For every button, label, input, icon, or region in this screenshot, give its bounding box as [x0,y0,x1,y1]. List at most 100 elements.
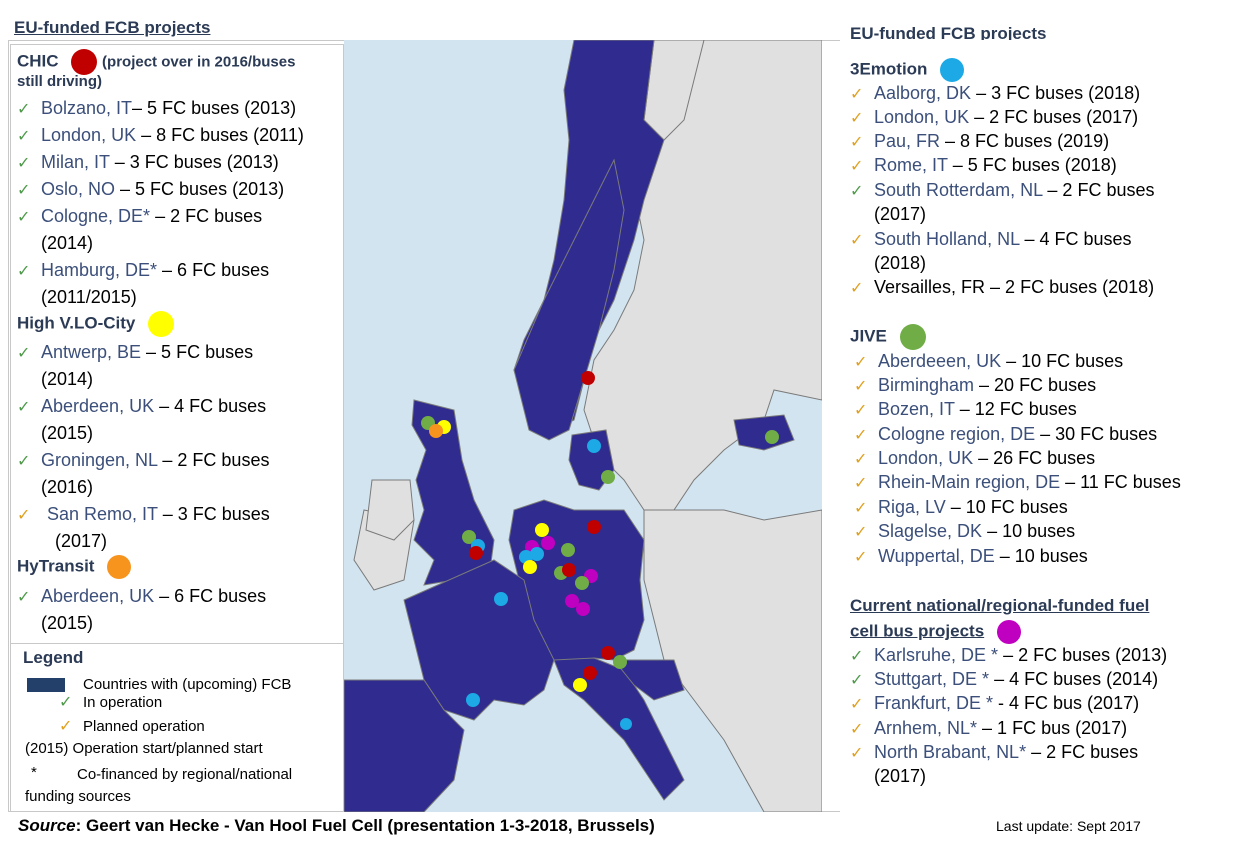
chic-note-line2: still driving) [17,73,103,90]
list-item: ✓ Frankfurt, DE * - 4 FC bus (2017) [850,692,1139,716]
emotion-name: 3Emotion [850,59,928,79]
list-item-continuation: (2014) [41,233,94,253]
map-dot [576,602,590,616]
list-item: ✓ Aberdeen, UK – 6 FC buses [17,585,266,609]
map-dot [613,655,627,669]
legend-cofinanced-line2: funding sources [25,788,131,805]
legend-star: * [31,764,37,781]
check-icon: ✓ [850,134,864,151]
map-dot [575,576,589,590]
list-item: ✓ San Remo, IT – 3 FC buses [17,503,270,527]
list-item: ✓ Bolzano, IT– 5 FC buses (2013) [17,97,296,121]
list-item: ✓ Arnhem, NL* – 1 FC bus (2017) [850,717,1127,741]
legend-in-operation: ✓ In operation [59,694,163,711]
list-item: ✓ Hamburg, DE* – 6 FC buses [17,259,269,283]
chic-project-heading: CHIC (project over in 2016/buses [17,49,295,75]
check-icon: ✓ [17,507,31,524]
list-item: ✓ Cologne region, DE – 30 FC buses [854,423,1157,447]
last-update: Last update: Sept 2017 [996,818,1141,834]
list-item: ✓ Oslo, NO – 5 FC buses (2013) [17,178,284,202]
map-dot [583,666,597,680]
right-project-panel: 3Emotion ✓ Aalborg, DK – 3 FC buses (2018… [840,40,1238,812]
list-item: ✓ London, UK – 8 FC buses (2011) [17,124,304,148]
list-item: ✓ Wuppertal, DE – 10 buses [854,545,1088,569]
map-dot [535,523,549,537]
check-icon: ✓ [17,101,31,118]
map-dot [765,430,779,444]
check-icon: ✓ [850,232,864,249]
list-item: ✓ Slagelse, DK – 10 buses [854,520,1075,544]
list-item: ✓ Birmingham – 20 FC buses [854,374,1096,398]
national-section-title-line2: cell bus projects [850,620,1021,644]
map-dot [469,546,483,560]
hytransit-project-heading: HyTransit [17,555,132,579]
check-icon: ✓ [850,86,864,103]
check-icon: ✓ [59,718,73,735]
list-item-continuation: (2017) [55,531,108,551]
legend-title: Legend [23,648,84,667]
list-item: ✓ South Rotterdam, NL – 2 FC buses [850,179,1154,203]
list-item: ✓ London, UK – 2 FC buses (2017) [850,106,1138,130]
list-item: ✓ Groningen, NL – 2 FC buses [17,449,269,473]
legend-planned: ✓ Planned operation [59,718,205,735]
list-item: ✓ Antwerp, BE – 5 FC buses [17,341,253,365]
check-icon: ✓ [17,589,31,606]
check-icon: ✓ [17,209,31,226]
list-item-continuation: (2017) [874,766,927,786]
map-svg [344,40,822,812]
list-item: ✓ Pau, FR – 8 FC buses (2019) [850,130,1109,154]
list-item-continuation: (2016) [41,477,94,497]
check-icon: ✓ [17,263,31,280]
list-item: ✓ Aalborg, DK – 3 FC buses (2018) [850,82,1140,106]
check-icon: ✓ [17,345,31,362]
check-icon: ✓ [854,354,868,371]
legend-start: (2015) Operation start/planned start [25,740,263,757]
left-title: EU-funded FCB projects [14,18,211,37]
check-icon: ✓ [854,549,868,566]
map-dot [541,536,555,550]
check-icon: ✓ [850,745,864,762]
list-item-continuation: (2015) [41,423,94,443]
map-dot [573,678,587,692]
map-dot [601,470,615,484]
check-icon: ✓ [850,183,864,200]
chic-name: CHIC [17,51,59,71]
list-item-continuation: (2017) [874,204,927,224]
list-item: ✓ South Holland, NL – 4 FC buses [850,228,1132,252]
map-dot [462,530,476,544]
national-section-title: Current national/regional-funded fuel [850,596,1150,615]
list-item-continuation: (2011/2015) [41,287,137,307]
map-dot [565,594,579,608]
hvlo-dot-icon [148,311,175,337]
legend-countries: Countries with (upcoming) FCB [83,676,292,693]
map-dot [561,543,575,557]
check-icon: ✓ [854,427,868,444]
check-icon: ✓ [850,696,864,713]
chic-note: (project over in 2016/buses [102,53,296,71]
europe-map [344,40,822,812]
hvlo-name: High V.LO-City [17,313,136,333]
map-dot [530,547,544,561]
left-project-panel: CHIC (project over in 2016/buses still d… [10,44,344,644]
hytransit-name: HyTransit [17,556,95,576]
emotion-dot-icon [940,58,965,82]
map-dot [587,439,601,453]
right-title: EU-funded FCB projects [850,24,1047,43]
list-item-continuation: (2018) [874,253,927,273]
hvlo-project-heading: High V.LO-City [17,311,175,337]
jive-dot-icon [899,324,926,350]
legend-cofinanced: Co-financed by regional/national [77,766,293,783]
chic-dot-icon [71,49,98,75]
check-icon: ✓ [17,128,31,145]
check-icon: ✓ [850,648,864,665]
jive-name: JIVE [850,326,887,346]
list-item: ✓ Cologne, DE* – 2 FC buses [17,205,262,229]
source-note: Source: Geert van Hecke - Van Hool Fuel … [18,816,655,835]
map-dot [523,560,537,574]
list-item: ✓ London, UK – 26 FC buses [854,447,1095,471]
list-item: ✓ Rhein-Main region, DE – 11 FC buses [854,471,1181,495]
emotion-project-heading: 3Emotion [850,58,965,82]
list-item: ✓ Aberdeeen, UK – 10 FC buses [854,350,1123,374]
check-icon: ✓ [17,453,31,470]
check-icon: ✓ [17,399,31,416]
